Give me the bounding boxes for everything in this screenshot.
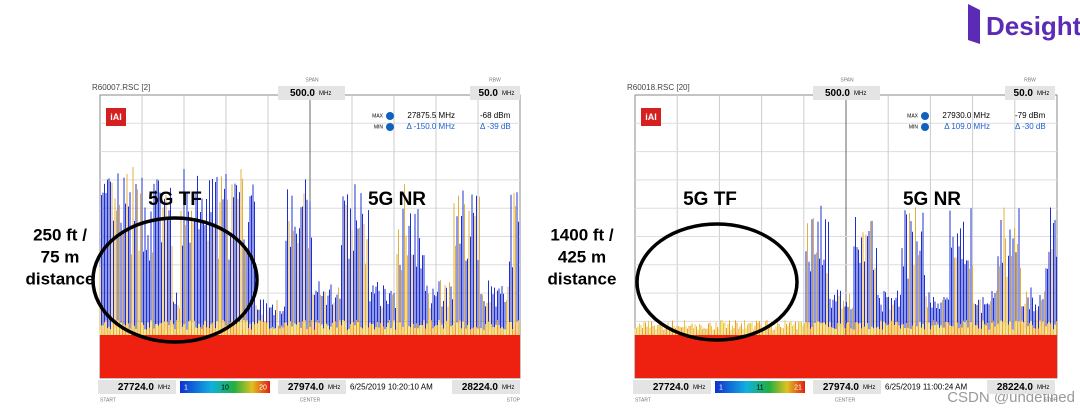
delta-level: Δ -39 dB [480, 122, 511, 131]
start-box [633, 380, 711, 394]
max-freq: 27930.0 MHz [942, 111, 990, 120]
center-unit: MHz [863, 385, 875, 391]
region-label: 5G TF [683, 189, 737, 210]
start-box [98, 380, 176, 394]
badge [641, 108, 661, 126]
start-label: START [635, 397, 651, 403]
scale-tick: 20 [259, 384, 267, 391]
rbw-value: 50.0 [479, 88, 499, 99]
stop-unit: MHz [1037, 385, 1049, 391]
span-unit: MHz [319, 91, 331, 97]
distance-annotation: 1400 ft / [550, 225, 614, 244]
center-unit: MHz [328, 385, 340, 391]
timestamp: 6/25/2019 10:20:10 AM [350, 383, 433, 392]
max-dot [921, 112, 929, 120]
span-value: 500.0 [825, 88, 850, 99]
delta-freq: Δ 109.0 MHz [944, 122, 990, 131]
max-label: MAX [372, 113, 384, 119]
badge-text: iAI [645, 112, 657, 122]
rbw-unit: MHz [502, 91, 514, 97]
rbw-label: RBW [489, 77, 501, 83]
max-freq: 27875.5 MHz [407, 111, 455, 120]
distance-annotation: distance [26, 269, 95, 288]
delta-level: Δ -30 dB [1015, 122, 1046, 131]
stop-value: 28224.0 [997, 382, 1034, 393]
center-value: 27974.0 [823, 382, 860, 393]
center-box [813, 380, 881, 394]
stop-box [452, 380, 520, 394]
logo-text: Desight [986, 11, 1080, 41]
highlight-ellipse [91, 216, 259, 344]
scale-tick: 21 [794, 384, 802, 391]
highlight-ellipse [635, 222, 799, 342]
center-label: CENTER [300, 397, 321, 403]
logo: Desight [968, 4, 1080, 44]
region-label: 5G NR [903, 189, 961, 210]
min-label: MIN [374, 124, 384, 130]
max-dot [386, 112, 394, 120]
distance-annotation: distance [548, 269, 617, 288]
color-scale [180, 381, 270, 393]
start-unit: MHz [693, 385, 705, 391]
region-label: 5G TF [148, 189, 202, 210]
center-label: CENTER [835, 397, 856, 403]
distance-annotation: 250 ft / [33, 225, 87, 244]
stop-unit: MHz [502, 385, 514, 391]
timestamp: 6/25/2019 11:00:24 AM [885, 383, 967, 392]
scale-tick: 11 [756, 384, 763, 391]
rbw-box [470, 86, 520, 100]
noise-floor [635, 335, 1057, 378]
file-name: R60018.RSC [20] [627, 83, 690, 92]
distance-annotation: 75 m [41, 247, 80, 266]
region-label: 5G NR [368, 189, 426, 210]
min-label: MIN [909, 124, 919, 130]
badge-text: iAI [110, 112, 122, 122]
max-level: -68 dBm [480, 111, 511, 120]
distance-annotation: 425 m [558, 247, 606, 266]
file-name: R60007.RSC [2] [92, 83, 150, 92]
stop-label: STOP [506, 397, 520, 403]
start-label: START [100, 397, 116, 403]
rbw-unit: MHz [1037, 91, 1049, 97]
rbw-label: RBW [1024, 77, 1036, 83]
scale-tick: 1 [719, 384, 723, 391]
max-level: -79 dBm [1015, 111, 1046, 120]
center-box [278, 380, 346, 394]
start-value: 27724.0 [653, 382, 690, 393]
rbw-box [1005, 86, 1055, 100]
stop-box [987, 380, 1055, 394]
stop-label: STOP [1043, 397, 1057, 403]
span-box [278, 86, 345, 100]
scale-tick: 10 [221, 384, 229, 391]
span-unit: MHz [854, 91, 866, 97]
logo-icon [968, 4, 980, 44]
span-label: SPAN [305, 77, 319, 83]
max-label: MAX [907, 113, 919, 119]
span-box [813, 86, 880, 100]
min-dot [386, 123, 394, 131]
color-scale [715, 381, 805, 393]
start-unit: MHz [158, 385, 170, 391]
span-label: SPAN [840, 77, 854, 83]
scale-tick: 1 [184, 384, 188, 391]
min-dot [921, 123, 929, 131]
center-value: 27974.0 [288, 382, 325, 393]
start-value: 27724.0 [118, 382, 155, 393]
badge [106, 108, 126, 126]
stop-value: 28224.0 [462, 382, 499, 393]
rbw-value: 50.0 [1014, 88, 1034, 99]
delta-freq: Δ -150.0 MHz [407, 122, 455, 131]
span-value: 500.0 [290, 88, 315, 99]
